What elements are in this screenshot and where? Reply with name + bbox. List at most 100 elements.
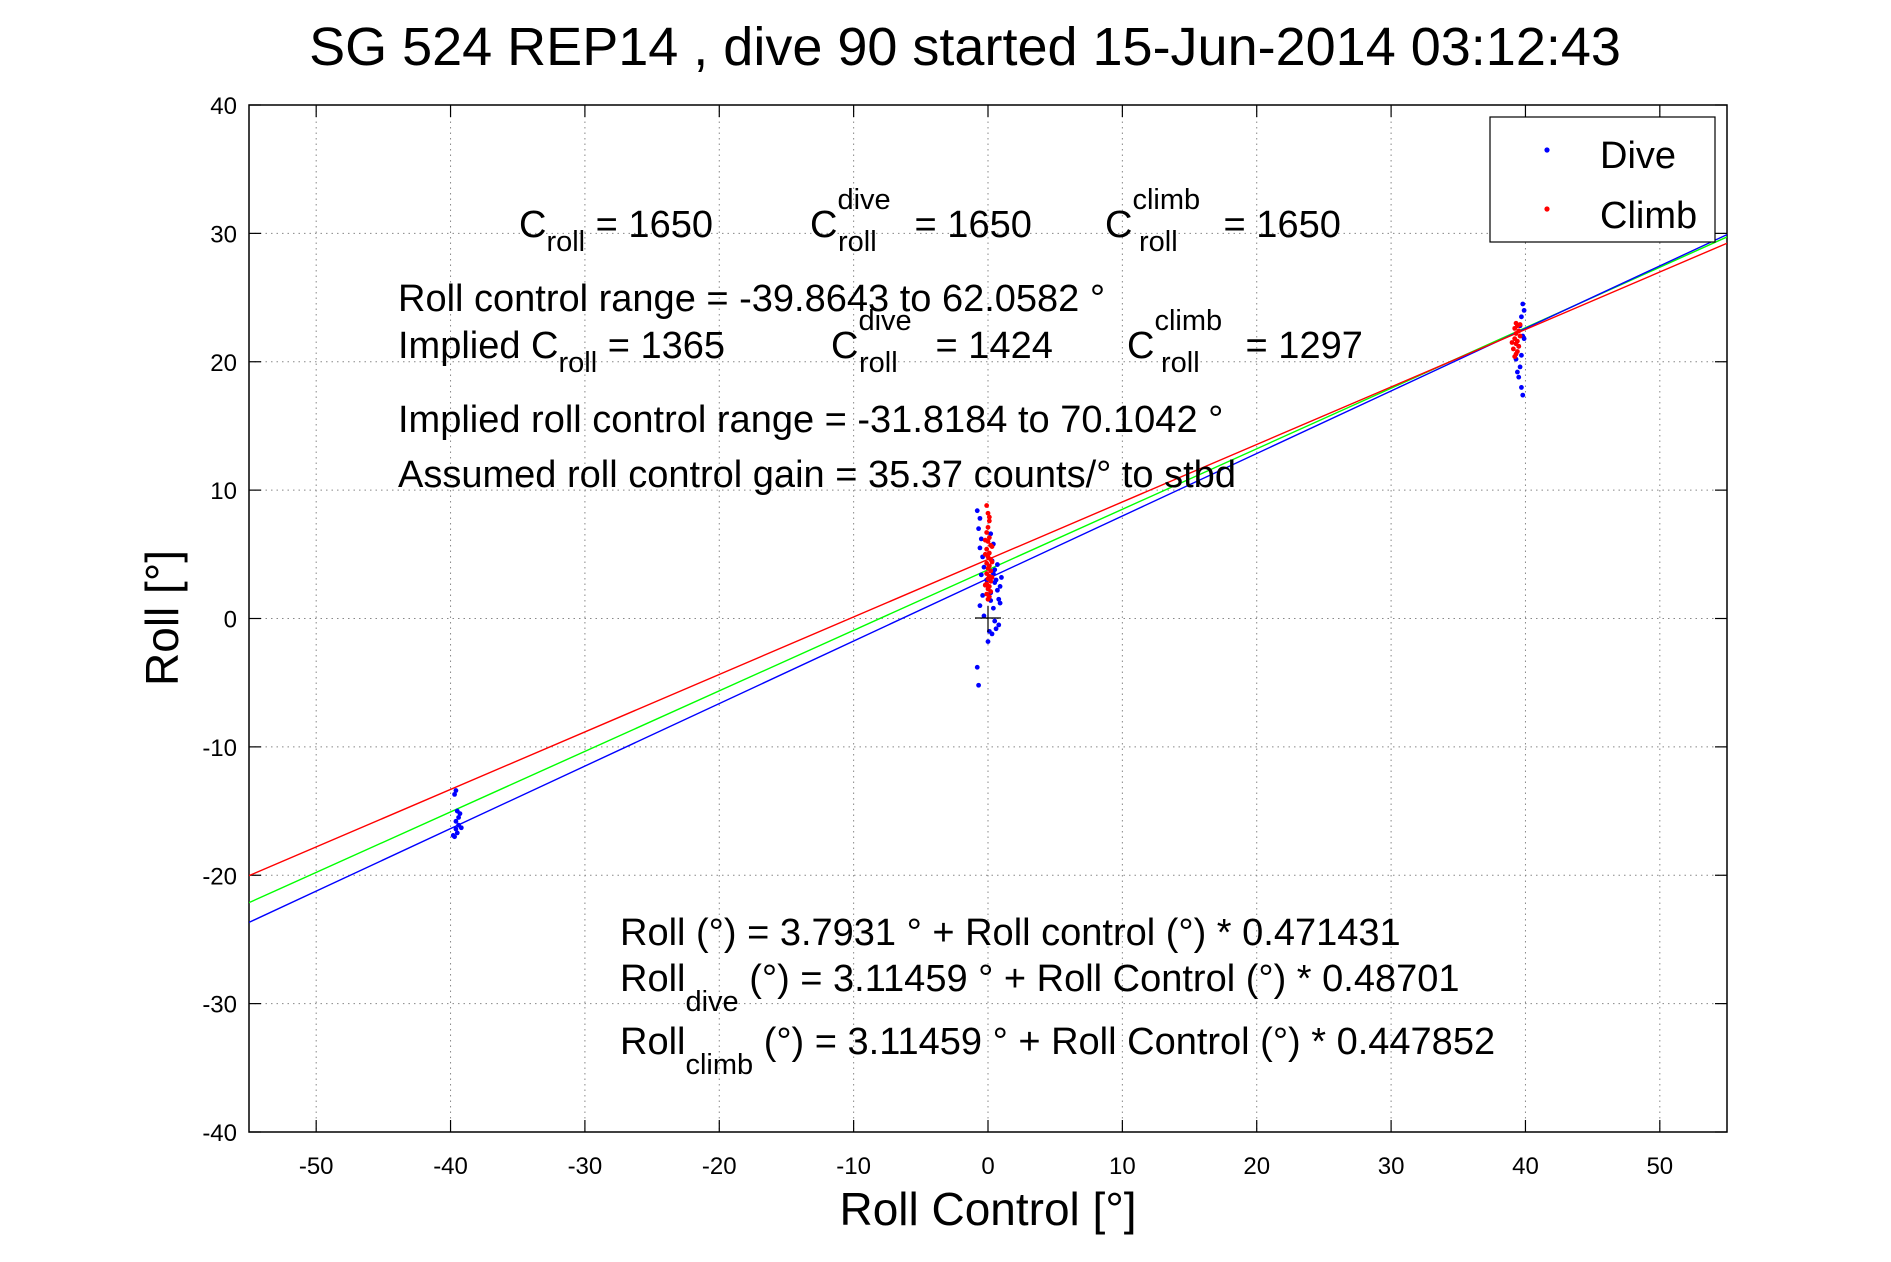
point-dive	[1516, 374, 1522, 380]
origin-cross	[975, 606, 1001, 632]
point-dive	[1514, 369, 1520, 375]
legend-marker-dive	[1544, 147, 1550, 153]
point-dive	[995, 587, 1000, 593]
x-tick-label: 20	[1243, 1153, 1270, 1180]
data-points	[450, 301, 1527, 840]
point-climb	[989, 544, 995, 550]
point-dive	[977, 545, 983, 551]
point-climb	[988, 589, 994, 594]
point-dive	[1520, 301, 1526, 307]
point-dive	[992, 618, 998, 624]
x-tick-labels: -50 -40 -30 -20 -10 0 10 20 30 40 50	[299, 1153, 1673, 1180]
annotation-implied-c-roll-dive: Cdive roll = 1424	[831, 305, 1053, 379]
point-climb	[1516, 343, 1522, 349]
point-climb	[986, 518, 992, 524]
point-dive	[1519, 352, 1524, 358]
point-climb	[982, 551, 988, 557]
legend-label-dive: Dive	[1600, 135, 1676, 177]
point-dive	[997, 584, 1003, 589]
point-climb	[989, 559, 995, 565]
y-tick-label: -40	[202, 1120, 237, 1147]
point-dive	[1520, 392, 1526, 398]
point-climb	[985, 510, 991, 516]
annotation-implied-range: Implied roll control range = -31.8184 to…	[398, 399, 1223, 441]
point-dive	[974, 664, 980, 670]
point-climb	[1512, 325, 1518, 331]
point-climb	[986, 535, 992, 541]
point-dive	[453, 788, 459, 793]
annotation-c-roll: Croll = 1650	[519, 204, 713, 258]
point-dive	[453, 826, 459, 832]
point-climb	[988, 578, 994, 584]
x-tick-label: 30	[1378, 1153, 1405, 1180]
annotation-roll-range: Roll control range = -39.8643 to 62.0582…	[398, 278, 1105, 320]
point-climb	[985, 524, 991, 530]
x-tick-label: -40	[433, 1153, 468, 1180]
point-dive	[452, 791, 457, 797]
point-dive	[1519, 385, 1524, 390]
point-dive	[456, 815, 462, 820]
point-dive	[1519, 314, 1524, 320]
chart-title: SG 524 REP14 , dive 90 started 15-Jun-20…	[309, 17, 1621, 77]
point-climb	[1509, 340, 1515, 345]
point-dive	[995, 562, 1000, 567]
point-dive	[996, 596, 1002, 602]
y-tick-label: 20	[210, 350, 237, 377]
point-climb	[984, 503, 990, 508]
y-tick-label: 40	[210, 93, 237, 120]
annotation-c-roll-dive: Cdive roll = 1650	[810, 184, 1032, 258]
y-tick-label: 10	[210, 478, 237, 505]
point-climb	[988, 568, 994, 574]
y-tick-labels: -40 -30 -20 -10 0 10 20 30 40	[202, 93, 237, 1147]
point-dive	[977, 603, 983, 609]
point-climb	[982, 537, 988, 543]
point-climb	[986, 550, 992, 556]
annotation-fit-dive: Rolldive (°) = 3.11459 ° + Roll Control …	[620, 958, 1459, 1018]
annotation-fit-climb: Rollclimb (°) = 3.11459 ° + Roll Control…	[620, 1021, 1495, 1081]
grid-lines	[249, 105, 1727, 1132]
point-dive	[990, 605, 996, 611]
y-tick-label: -30	[202, 992, 237, 1019]
y-tick-label: -10	[202, 735, 237, 762]
point-dive	[977, 515, 983, 521]
point-climb	[986, 514, 992, 520]
x-tick-label: 50	[1646, 1153, 1673, 1180]
annotation-implied-c-roll-climb: Cclimb roll = 1297	[1127, 305, 1363, 379]
point-dive	[450, 833, 456, 838]
point-dive	[1521, 308, 1527, 313]
point-dive	[988, 531, 994, 537]
y-tick-label: 30	[210, 221, 237, 248]
x-tick-label: -10	[836, 1153, 871, 1180]
x-tick-label: -30	[568, 1153, 603, 1180]
annotations: Croll = 1650 Cdive roll = 1650 Cclimb roll…	[398, 184, 1495, 1081]
point-climb	[1517, 322, 1523, 327]
point-dive	[1517, 364, 1523, 370]
fit-line-2	[249, 242, 1727, 877]
point-dive	[978, 536, 984, 542]
legend-marker-climb	[1544, 206, 1550, 212]
x-tick-label: 0	[981, 1153, 994, 1180]
annotation-fit-all: Roll (°) = 3.7931 ° + Roll control (°) *…	[620, 912, 1401, 954]
point-dive	[997, 600, 1003, 606]
annotation-gain: Assumed roll control gain = 35.37 counts…	[398, 454, 1236, 496]
point-dive	[992, 580, 998, 585]
x-tick-label: -50	[299, 1153, 334, 1180]
point-dive	[458, 825, 464, 831]
point-dive	[992, 567, 998, 573]
x-tick-label: -20	[702, 1153, 737, 1180]
point-dive	[978, 572, 984, 578]
point-climb	[982, 582, 988, 588]
point-dive	[999, 575, 1004, 580]
point-dive	[981, 613, 987, 619]
legend-box	[1489, 116, 1716, 243]
point-climb	[984, 546, 990, 552]
point-dive	[457, 811, 463, 817]
point-dive	[974, 508, 980, 514]
annotation-c-roll-climb: Cclimb roll = 1650	[1105, 184, 1341, 258]
point-climb	[1513, 331, 1519, 336]
point-dive	[993, 626, 999, 632]
point-dive	[985, 639, 991, 645]
point-dive	[454, 830, 460, 836]
annotation-implied-c-roll: Implied Croll = 1365	[398, 325, 725, 379]
